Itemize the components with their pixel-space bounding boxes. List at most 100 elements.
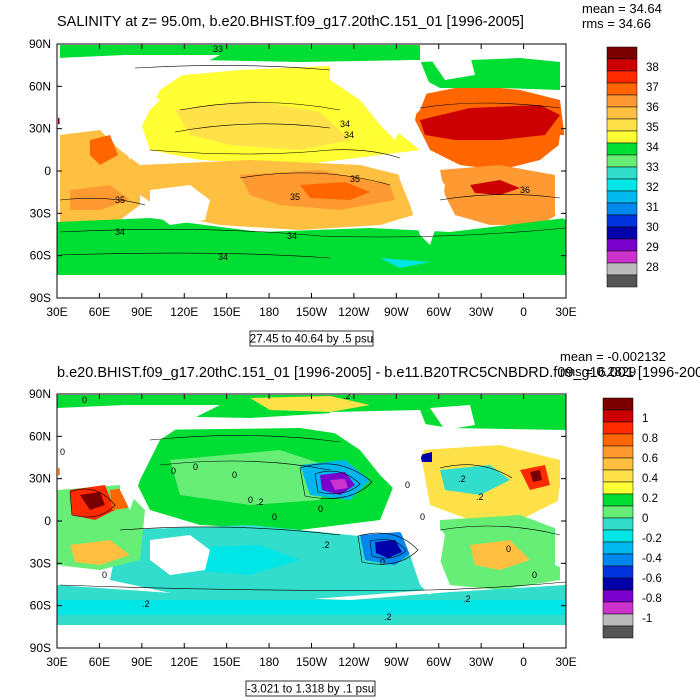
panel2-colorbar-label: 0.6 xyxy=(642,453,658,465)
panel2-title: b.e20.BHIST.f09_g17.20thC.151_01 [1996-2… xyxy=(57,365,700,381)
panel2-contour-line-2 xyxy=(159,460,331,471)
panel2-x-tick-label: 60E xyxy=(89,655,110,669)
panel2-contours xyxy=(59,435,566,591)
panel1-region-north-pacific-core xyxy=(175,100,350,150)
panel2-y-tick-label: 90N xyxy=(29,387,51,401)
panel1-colorbar-label: 31 xyxy=(646,202,659,214)
panel2-region-gulf-stream-max xyxy=(530,470,542,482)
panel2-colorbar-label: -1 xyxy=(642,613,652,625)
panel2-contour-line-7 xyxy=(119,526,341,536)
panel1-colorbar-swatch xyxy=(606,166,638,180)
panel1-contours xyxy=(59,65,566,259)
panel2-y-tick-label: 90S xyxy=(30,641,51,655)
panel2-land-south-america xyxy=(395,510,445,595)
panel2-colorbar-label: -0.2 xyxy=(642,533,662,545)
panel2-contour-line-9 xyxy=(69,488,116,518)
panel2-contour-line-1 xyxy=(149,435,341,443)
panel2-land-greenland xyxy=(430,405,475,430)
panel1-colorbar-label: 33 xyxy=(646,162,659,174)
panel2-contour-label: .2 xyxy=(256,497,264,507)
panel2-contour-label: 0 xyxy=(60,447,65,457)
panel1-x-tick-label: 60W xyxy=(426,305,451,319)
panel2-region-north-pacific-extreme xyxy=(330,479,348,490)
panel1-contour-label: 34 xyxy=(340,119,350,129)
panel2-contour-label: 0 xyxy=(171,466,176,476)
panel2-contour-label: .2 xyxy=(476,492,484,502)
panel2-colorbar-swatch xyxy=(602,409,634,423)
panel2-colorbar-swatch xyxy=(602,613,634,627)
panel2-colorbar-swatch xyxy=(602,457,634,471)
panel2-contour-label: 0 xyxy=(532,570,537,580)
panel2-colorbar-swatch xyxy=(602,397,634,411)
panel2-region-pacific-cyan xyxy=(170,450,340,505)
panel1-mean: mean = 34.64 xyxy=(582,1,662,16)
panel1-y-tick-label: 60N xyxy=(29,79,51,93)
panel-salinity: SALINITY at z= 95.0m, b.e20.BHIST.f09_g1… xyxy=(29,1,662,347)
panel1-y-tick-label: 0 xyxy=(44,164,51,178)
panel1-rms: rms = 34.66 xyxy=(582,16,651,31)
panel1-x-tick-label: 30E xyxy=(46,305,67,319)
panel1-contour-line-6 xyxy=(59,198,146,206)
panel1-colorbar-label: 28 xyxy=(646,262,659,274)
panel1-colorbar-swatch xyxy=(606,118,638,132)
panel2-y-tick-label: 0 xyxy=(44,514,51,528)
panel1-contour-label: 35 xyxy=(350,174,360,184)
panel2-colorbar-label: 0.2 xyxy=(642,493,658,505)
panel1-colorbar-swatch xyxy=(606,46,638,60)
panel1-land-south-america xyxy=(395,160,445,245)
panel2-colorbar-swatch xyxy=(602,433,634,447)
panel2-contour-label: 0 xyxy=(506,544,511,554)
panel1-contour-line-8 xyxy=(59,252,331,259)
panel2-land-australia xyxy=(150,535,210,575)
panel2-contour-line-8 xyxy=(59,581,566,591)
panel1-contour-labels: 33 34 34 35 35 35 34 34 34 36 xyxy=(115,44,530,262)
panel1-y-tick-label: 30S xyxy=(30,206,51,220)
panel1-contour-label: 34 xyxy=(115,227,125,237)
panel2-colorbar-swatch xyxy=(602,577,634,591)
panel1-y-tick-label: 90N xyxy=(29,37,51,51)
panel1-land-antarctica xyxy=(57,275,566,298)
panel2-colorbar-swatch xyxy=(602,589,634,603)
panel2-colorbar-swatch xyxy=(602,517,634,531)
panel1-colorbar-swatch xyxy=(606,130,638,144)
panel2-contour-label: 0 xyxy=(248,495,253,505)
panel2-colorbar-label: 1 xyxy=(642,413,648,425)
panel2-rms: rms = 0.2829 xyxy=(560,364,636,379)
panel2-colorbar-swatch xyxy=(602,445,634,459)
panel1-colorbar-swatch xyxy=(606,142,638,156)
panel1-colorbar-swatch xyxy=(606,250,638,264)
panel1-contour-line-1 xyxy=(134,65,331,71)
panel2-colorbar-swatch xyxy=(602,601,634,615)
panel2-y-tick-label: 60S xyxy=(30,599,51,613)
panel1-region-south-pacific-max xyxy=(300,182,370,200)
panel2-contour-label: 0 xyxy=(272,512,277,522)
panel2-land-north-america xyxy=(330,410,430,490)
panel1-contour-label: 33 xyxy=(213,44,223,54)
panel2-colorbar: 1 0.8 0.6 0.4 0.2 0 -0.2 -0.4 -0.6 -0.8 -1 xyxy=(602,397,662,639)
panel2-region-south-pacific-min xyxy=(375,540,402,558)
panel1-land-australia xyxy=(150,185,210,225)
panel2-region-southern-ocean-band xyxy=(57,600,566,615)
panel2-contour-line-3 xyxy=(299,463,373,499)
panel1-colorbar-swatch xyxy=(606,94,638,108)
panel1-x-tick-label: 0 xyxy=(520,305,527,319)
panel1-contour-label: 34 xyxy=(218,252,228,262)
panel2-contour-label: 0 xyxy=(420,512,425,522)
panel1-range-box xyxy=(249,330,374,347)
panel1-contour-line-4 xyxy=(179,102,341,111)
panel1-colorbar-label: 34 xyxy=(646,142,659,154)
panel1-colorbar-swatch xyxy=(606,274,638,288)
panel1-region-south-atlantic-max xyxy=(470,180,520,195)
panel1-colorbar-swatch xyxy=(606,82,638,96)
panel1-region-indian-core xyxy=(70,185,130,210)
panel2-x-tick-label: 120W xyxy=(338,655,370,669)
panel1-contour-label: 36 xyxy=(520,185,530,195)
panel2-land-africa xyxy=(57,405,135,482)
panel2-mean: mean = -0.002132 xyxy=(560,349,666,364)
panel2-map: 0 .2 0 0 0 0 .2 0 .2 0 0 .2 0 .2 .2 .2 .… xyxy=(57,394,566,648)
panel1-colorbar-swatch xyxy=(606,238,638,252)
panel1-contour-line-10 xyxy=(439,194,561,201)
panel1-colorbar-swatch xyxy=(606,262,638,276)
panel1-region-south-atlantic xyxy=(440,165,565,225)
